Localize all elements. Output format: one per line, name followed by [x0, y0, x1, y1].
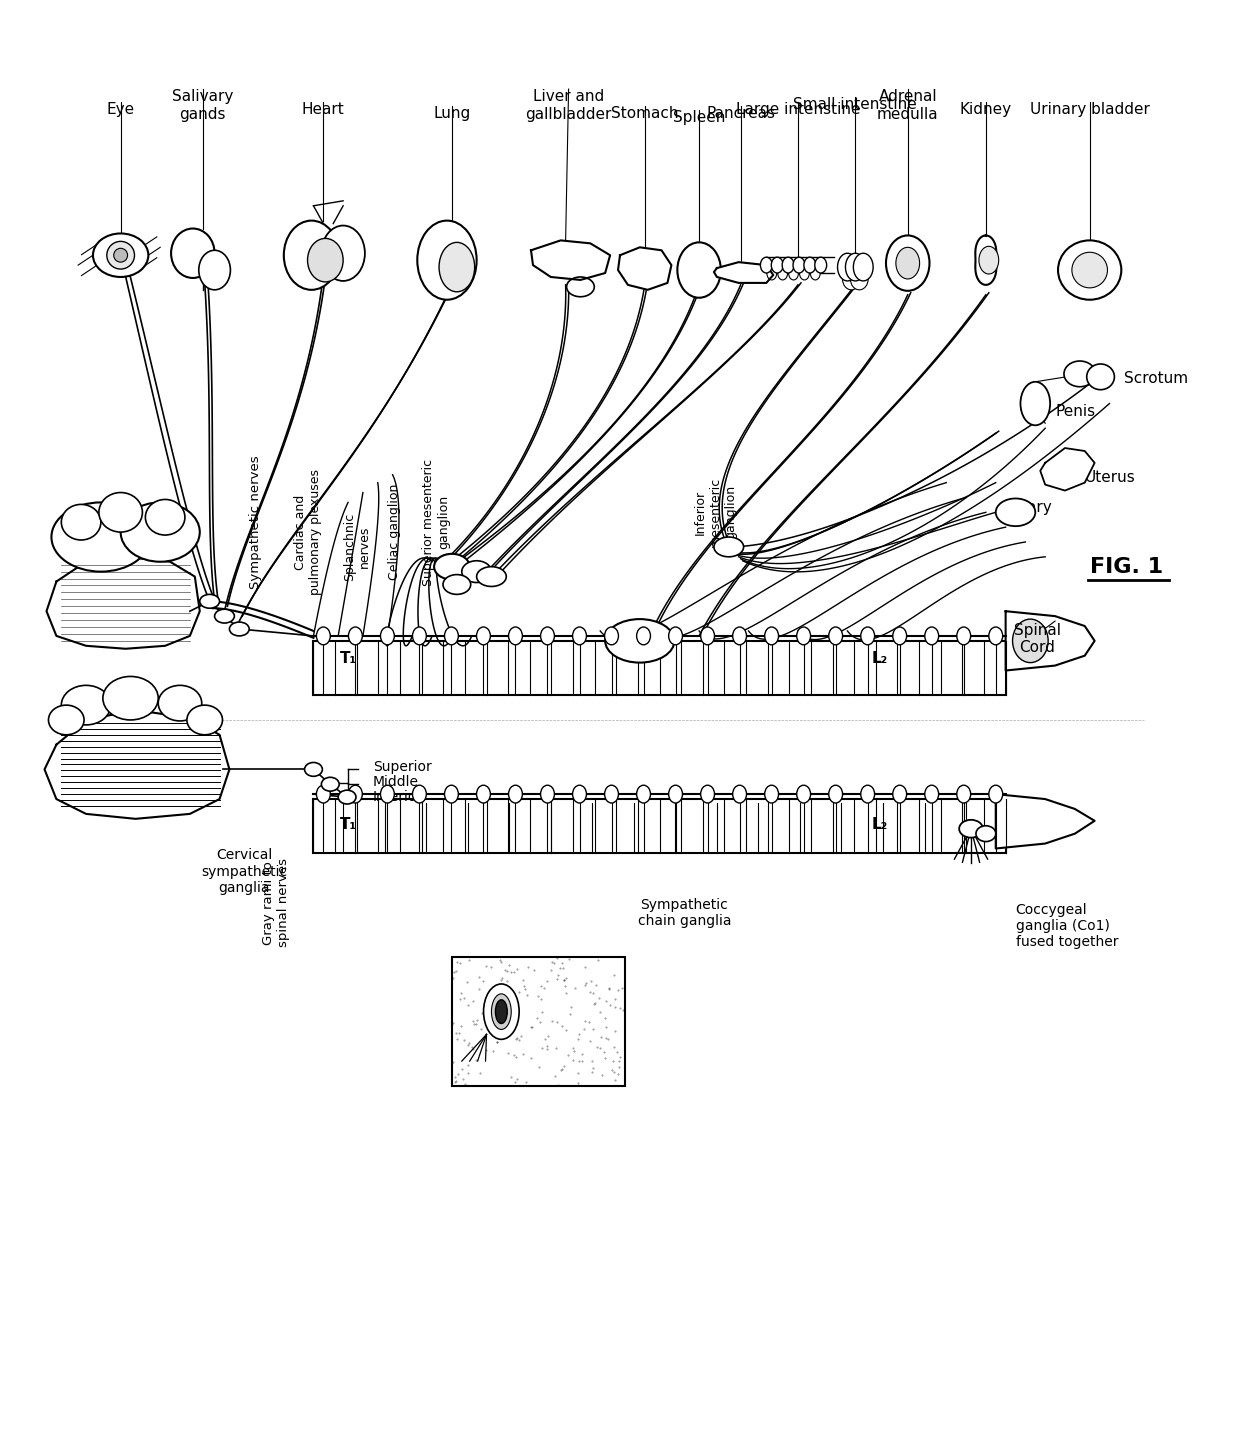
Text: Sympathetic
chain ganglia: Sympathetic chain ganglia: [637, 898, 732, 928]
Bar: [314, 799, 1006, 853]
Ellipse shape: [508, 785, 522, 803]
Ellipse shape: [200, 594, 219, 609]
Ellipse shape: [476, 627, 490, 644]
Text: Gray rami to
spinal nerves: Gray rami to spinal nerves: [262, 858, 290, 948]
Text: Superior mesenteric
ganglion: Superior mesenteric ganglion: [423, 458, 450, 586]
Polygon shape: [531, 241, 610, 279]
Text: FIG. 1: FIG. 1: [1090, 557, 1163, 577]
Ellipse shape: [316, 785, 330, 803]
Ellipse shape: [804, 258, 816, 274]
Ellipse shape: [573, 785, 587, 803]
Text: Scrotum: Scrotum: [1125, 371, 1188, 387]
Ellipse shape: [444, 627, 459, 644]
Ellipse shape: [777, 266, 787, 279]
Ellipse shape: [733, 627, 746, 644]
Polygon shape: [618, 248, 671, 289]
Text: Small intenstine: Small intenstine: [794, 97, 918, 112]
Text: L₂: L₂: [872, 816, 888, 832]
Ellipse shape: [321, 226, 365, 281]
Ellipse shape: [851, 268, 868, 289]
Ellipse shape: [48, 705, 84, 735]
Text: Splanchnic
nerves: Splanchnic nerves: [343, 513, 371, 581]
Ellipse shape: [120, 503, 200, 561]
Ellipse shape: [766, 266, 776, 279]
Ellipse shape: [765, 627, 779, 644]
Text: Large intenstine: Large intenstine: [735, 102, 861, 117]
Text: Uterus: Uterus: [1085, 470, 1136, 485]
Text: Sympathetic nerves: Sympathetic nerves: [249, 455, 262, 589]
Ellipse shape: [861, 627, 874, 644]
Ellipse shape: [978, 246, 998, 274]
Ellipse shape: [444, 785, 459, 803]
Ellipse shape: [957, 785, 971, 803]
Polygon shape: [46, 557, 200, 649]
Polygon shape: [996, 795, 1095, 849]
Ellipse shape: [1071, 252, 1107, 288]
Ellipse shape: [381, 627, 394, 644]
Ellipse shape: [114, 248, 128, 262]
Ellipse shape: [567, 276, 594, 296]
Ellipse shape: [339, 790, 356, 803]
Ellipse shape: [988, 627, 1003, 644]
Text: Spleen: Spleen: [673, 110, 725, 125]
Text: Stomach: Stomach: [611, 106, 678, 120]
Text: L₂: L₂: [872, 650, 888, 666]
Ellipse shape: [837, 253, 857, 281]
Text: Inferior: Inferior: [373, 790, 423, 805]
Ellipse shape: [815, 258, 827, 274]
Ellipse shape: [925, 785, 939, 803]
Text: Urinary bladder: Urinary bladder: [1029, 102, 1149, 117]
Ellipse shape: [107, 242, 134, 269]
Ellipse shape: [895, 248, 920, 279]
Text: Kidney: Kidney: [960, 102, 1012, 117]
Ellipse shape: [797, 627, 811, 644]
Ellipse shape: [976, 826, 996, 842]
Ellipse shape: [1013, 619, 1048, 663]
Ellipse shape: [93, 233, 149, 276]
Ellipse shape: [893, 785, 906, 803]
Ellipse shape: [677, 242, 720, 298]
Ellipse shape: [171, 229, 215, 278]
Text: Lung: Lung: [433, 106, 470, 120]
Ellipse shape: [51, 503, 150, 571]
Ellipse shape: [573, 627, 587, 644]
Text: Eye: Eye: [107, 102, 135, 117]
Ellipse shape: [828, 627, 842, 644]
Ellipse shape: [198, 251, 231, 289]
Ellipse shape: [701, 785, 714, 803]
Text: T₁: T₁: [340, 650, 357, 666]
Text: Superior: Superior: [373, 760, 432, 775]
Text: Ovary: Ovary: [1006, 500, 1052, 516]
Ellipse shape: [61, 504, 100, 540]
Ellipse shape: [321, 778, 340, 790]
Ellipse shape: [636, 785, 651, 803]
Ellipse shape: [439, 242, 475, 292]
Text: Coccygeal
ganglia (Co1)
fused together: Coccygeal ganglia (Co1) fused together: [1016, 904, 1118, 949]
Ellipse shape: [842, 268, 861, 289]
Ellipse shape: [800, 266, 810, 279]
Ellipse shape: [760, 258, 773, 274]
Ellipse shape: [541, 785, 554, 803]
Ellipse shape: [846, 253, 866, 281]
Polygon shape: [45, 710, 229, 819]
Ellipse shape: [1064, 361, 1096, 387]
Ellipse shape: [348, 627, 362, 644]
Ellipse shape: [636, 627, 651, 644]
Ellipse shape: [988, 785, 1003, 803]
Ellipse shape: [714, 537, 744, 557]
Ellipse shape: [794, 258, 805, 274]
Ellipse shape: [491, 994, 511, 1030]
Ellipse shape: [861, 785, 874, 803]
Ellipse shape: [187, 705, 222, 735]
Ellipse shape: [508, 627, 522, 644]
Text: Middle: Middle: [373, 775, 419, 789]
Ellipse shape: [828, 785, 842, 803]
Text: Liver and
gallbladder: Liver and gallbladder: [526, 89, 611, 122]
Ellipse shape: [605, 627, 619, 644]
Ellipse shape: [145, 500, 185, 536]
Ellipse shape: [461, 561, 491, 583]
Ellipse shape: [99, 493, 143, 533]
Ellipse shape: [496, 1000, 507, 1024]
Ellipse shape: [782, 258, 794, 274]
Text: Pancreas: Pancreas: [706, 106, 775, 120]
